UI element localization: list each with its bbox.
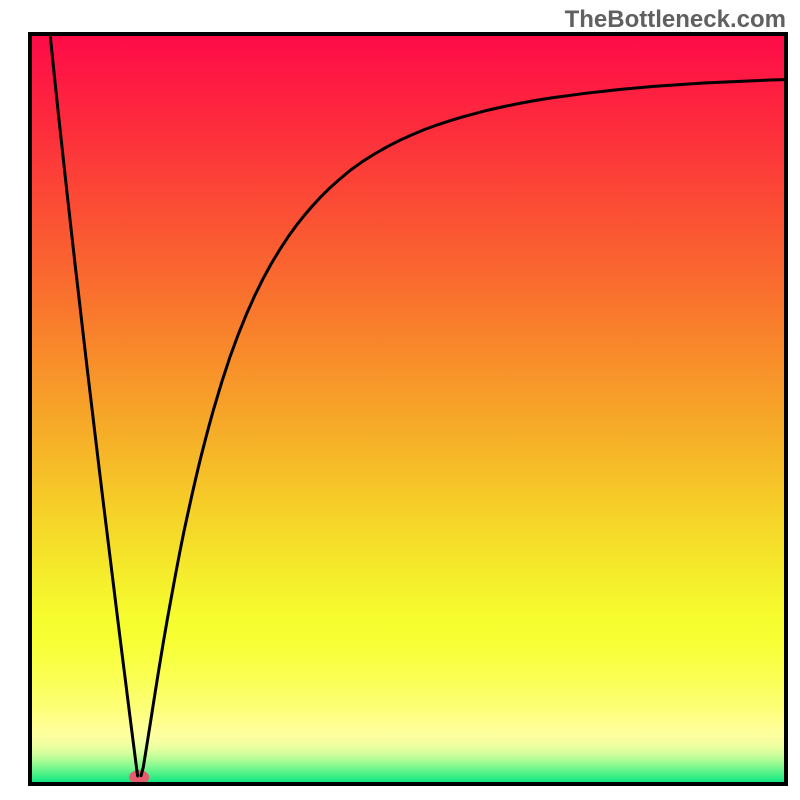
min-marker [129,770,149,782]
plot-area [28,32,788,786]
curve-left-branch [50,36,137,776]
chart-container: TheBottleneck.com [0,0,800,800]
curve-layer [32,36,784,782]
curve-right-branch [141,80,784,776]
watermark-text: TheBottleneck.com [565,6,786,34]
